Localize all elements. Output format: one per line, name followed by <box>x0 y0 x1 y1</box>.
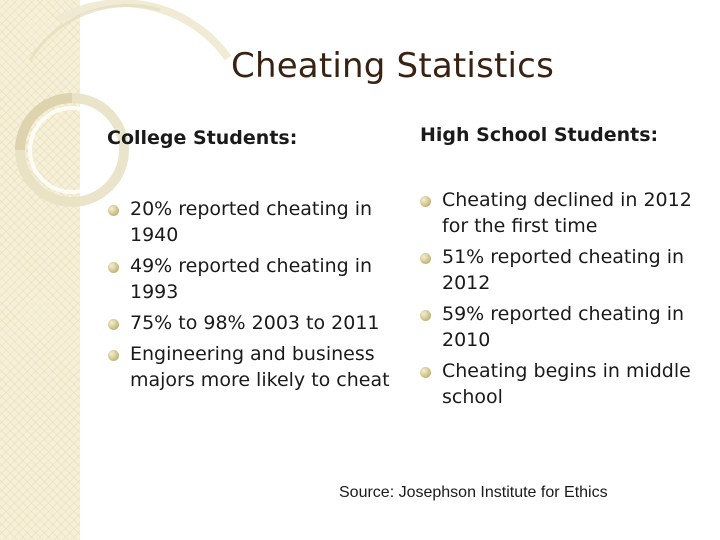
list-item-text: 59% reported cheating in 2010 <box>442 303 685 351</box>
list-item: 49% reported cheating in 1993 <box>108 253 398 305</box>
list-item: 75% to 98% 2003 to 2011 <box>108 310 398 336</box>
bullet-icon <box>108 350 119 361</box>
decorative-ring-shapes <box>15 0 232 207</box>
slide-title: Cheating Statistics <box>231 46 554 86</box>
list-item: Cheating declined in 2012 for the first … <box>420 187 710 239</box>
high-school-statistics-list: Cheating declined in 2012 for the first … <box>420 187 710 415</box>
list-item-text: Cheating declined in 2012 for the first … <box>442 189 692 237</box>
list-item-text: Engineering and business majors more lik… <box>130 343 390 391</box>
list-item: 59% reported cheating in 2010 <box>420 301 710 353</box>
college-statistics-list: 20% reported cheating in 1940 49% report… <box>108 196 398 398</box>
high-school-students-heading: High School Students: <box>420 124 659 146</box>
bullet-icon <box>420 253 431 264</box>
bullet-icon <box>420 196 431 207</box>
list-item: Cheating begins in middle school <box>420 358 710 410</box>
source-citation: Source: Josephson Institute for Ethics <box>339 484 608 501</box>
decorative-side-band <box>0 0 80 540</box>
list-item-text: Cheating begins in middle school <box>442 360 691 408</box>
list-item-text: 51% reported cheating in 2012 <box>442 246 685 294</box>
bullet-icon <box>420 367 431 378</box>
list-item-text: 49% reported cheating in 1993 <box>130 255 373 303</box>
bullet-icon <box>108 205 119 216</box>
bullet-icon <box>108 262 119 273</box>
bullet-icon <box>108 319 119 330</box>
list-item-text: 20% reported cheating in 1940 <box>130 198 373 246</box>
list-item-text: 75% to 98% 2003 to 2011 <box>130 312 380 334</box>
list-item: 20% reported cheating in 1940 <box>108 196 398 248</box>
bullet-icon <box>420 310 431 321</box>
list-item: Engineering and business majors more lik… <box>108 341 398 393</box>
college-students-heading: College Students: <box>107 127 298 149</box>
list-item: 51% reported cheating in 2012 <box>420 244 710 296</box>
